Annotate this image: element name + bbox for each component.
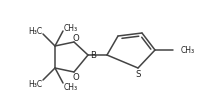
Text: O: O bbox=[73, 72, 79, 81]
Text: CH₃: CH₃ bbox=[181, 46, 195, 55]
Text: B: B bbox=[90, 51, 96, 59]
Text: CH₃: CH₃ bbox=[64, 24, 78, 33]
Text: O: O bbox=[73, 34, 79, 43]
Text: S: S bbox=[135, 69, 141, 78]
Text: H₃C: H₃C bbox=[28, 79, 42, 88]
Text: H₃C: H₃C bbox=[28, 27, 42, 36]
Text: CH₃: CH₃ bbox=[64, 82, 78, 91]
